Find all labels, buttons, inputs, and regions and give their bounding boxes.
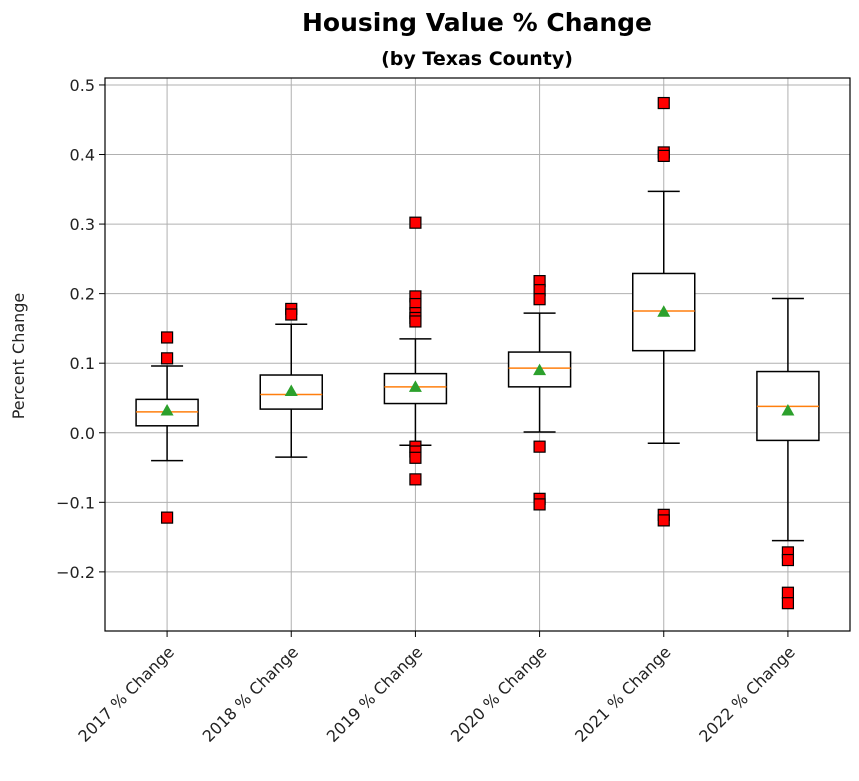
mean-marker bbox=[657, 305, 671, 317]
mean-marker bbox=[533, 363, 547, 376]
x-tick-label: 2021 % Change bbox=[571, 642, 674, 745]
outlier-point bbox=[409, 473, 422, 486]
box-group bbox=[135, 331, 199, 524]
x-tick-label: 2020 % Change bbox=[447, 642, 550, 745]
outlier-point bbox=[657, 514, 670, 527]
y-tick-label: 0.3 bbox=[70, 215, 95, 234]
outlier-point bbox=[533, 293, 546, 306]
y-tick-label: −0.1 bbox=[56, 493, 95, 512]
mean-marker bbox=[160, 403, 174, 416]
box-group bbox=[632, 96, 696, 527]
chart-title: Housing Value % Change bbox=[302, 8, 652, 37]
box-group bbox=[507, 275, 572, 511]
x-tick-label: 2019 % Change bbox=[323, 642, 426, 745]
outlier-point bbox=[781, 553, 795, 567]
box-group bbox=[756, 297, 820, 610]
outlier-point bbox=[533, 440, 546, 453]
y-axis-label: Percent Change bbox=[9, 293, 28, 420]
outlier-point bbox=[160, 352, 174, 365]
mean-marker bbox=[284, 384, 298, 397]
outlier-point bbox=[657, 96, 670, 110]
y-tick-label: −0.2 bbox=[56, 563, 95, 582]
outlier-point bbox=[160, 331, 174, 344]
outlier-point bbox=[781, 586, 795, 599]
box-group bbox=[259, 302, 323, 458]
y-tick-label: 0.1 bbox=[70, 354, 95, 373]
y-tick-label: 0.5 bbox=[70, 76, 95, 95]
data-layer bbox=[135, 96, 820, 610]
outlier-point bbox=[781, 597, 795, 610]
outlier-point bbox=[657, 149, 670, 163]
outlier-point bbox=[533, 498, 546, 511]
mean-marker bbox=[408, 380, 422, 392]
box-group bbox=[383, 216, 448, 486]
mean-marker bbox=[781, 403, 795, 416]
outlier-point bbox=[285, 308, 298, 321]
x-tick-label: 2018 % Change bbox=[199, 642, 302, 745]
y-tick-label: 0.2 bbox=[70, 285, 95, 304]
outlier-point bbox=[409, 216, 422, 229]
y-tick-label: 0.0 bbox=[70, 424, 95, 443]
x-tick-label: 2017 % Change bbox=[74, 642, 177, 745]
x-tick-label: 2022 % Change bbox=[695, 642, 798, 745]
y-tick-label: 0.4 bbox=[70, 146, 95, 165]
grid-layer bbox=[105, 78, 850, 631]
outlier-point bbox=[409, 451, 422, 464]
outlier-point bbox=[409, 315, 422, 328]
outlier-point bbox=[160, 511, 174, 524]
chart-subtitle: (by Texas County) bbox=[381, 48, 573, 70]
plot-frame bbox=[104, 77, 851, 632]
